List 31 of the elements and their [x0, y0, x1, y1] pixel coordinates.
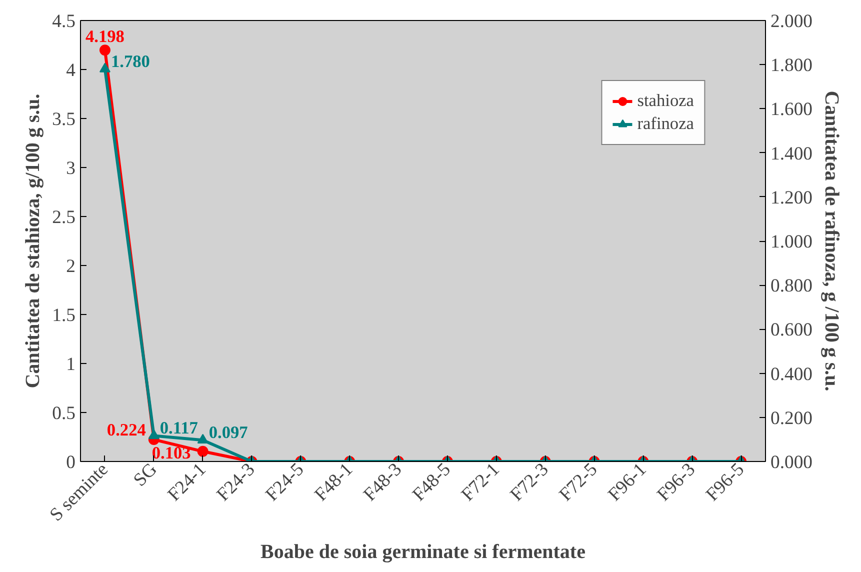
y-tick-label: 1	[66, 354, 76, 375]
y2-tick-label: 0.400	[770, 364, 812, 385]
data-label: 0.224	[106, 420, 146, 440]
legend-label: stahioza	[637, 91, 694, 111]
y-tick-label: 4.5	[52, 11, 76, 32]
y2-tick-label: 1.200	[770, 187, 812, 208]
legend-label: rafinoza	[637, 114, 694, 134]
y-tick-label: 3.5	[52, 109, 76, 130]
y-tick-label: 2.5	[52, 207, 76, 228]
y2-tick-label: 1.000	[770, 232, 812, 252]
data-label: 0.097	[208, 423, 248, 442]
data-label: 1.780	[110, 52, 150, 72]
y2-tick-label: 0.800	[770, 276, 812, 297]
y-tick-label: 1.5	[52, 305, 76, 326]
y2-tick-label: 0.600	[770, 320, 812, 341]
x-axis-title: Boabe de soia germinate si fermentate	[260, 541, 586, 564]
y-tick-label: 0.5	[52, 403, 76, 424]
y2-tick-label: 0.000	[770, 452, 812, 473]
y2-tick-label: 1.800	[770, 55, 812, 76]
y-tick-label: 4	[66, 60, 76, 81]
y2-tick-label: 2.000	[770, 11, 812, 32]
data-label: 0.117	[160, 418, 198, 438]
x-tick-label: SG	[130, 459, 162, 491]
data-label: 4.198	[85, 27, 125, 46]
y2-tick-label: 1.600	[770, 99, 812, 120]
y-tick-label: 3	[66, 158, 76, 179]
y2-tick-label: 0.200	[770, 408, 812, 429]
y2-tick-label: 1.400	[770, 143, 812, 164]
y-tick-label: 2	[66, 256, 76, 277]
y2-axis-title: Cantitatea de rafinoza, g /100 g s.u.	[820, 90, 842, 392]
y-axis-title: Cantitatea de stahioza, g/100 g s.u.	[22, 94, 44, 388]
